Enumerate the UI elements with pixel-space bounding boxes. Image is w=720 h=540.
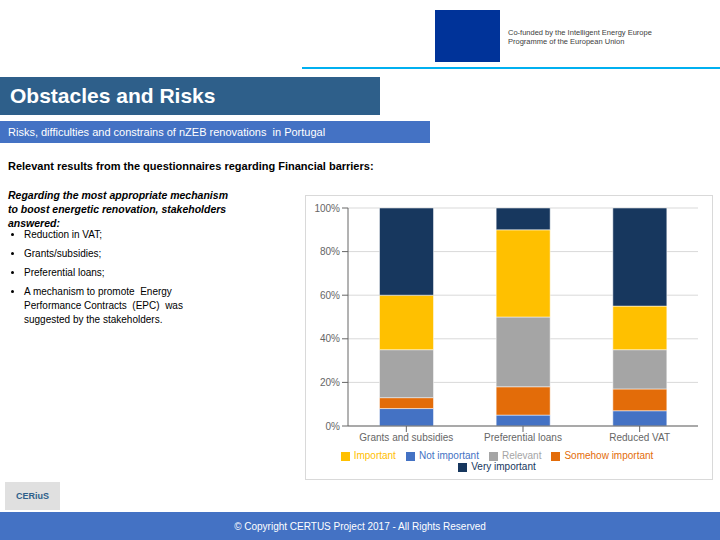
svg-text:0%: 0% xyxy=(326,421,341,432)
html-text:Not important: Not important xyxy=(418,450,479,461)
html-text:Relevant: Relevant xyxy=(501,450,542,461)
html-text:Reduction in VAT;: Reduction in VAT; xyxy=(24,229,102,240)
svg-text:Grants and subsidies: Grants and subsidies xyxy=(359,432,453,443)
html-text:Important: Important xyxy=(353,450,396,461)
html-text:Relevant results from the ques: Relevant results from the questionnaires… xyxy=(8,160,374,172)
html-text:Somehow important: Somehow important xyxy=(564,450,654,461)
html-text:Grants/subsidies;: Grants/subsidies; xyxy=(24,248,102,259)
html-text:Risks, difficulties and constr: Risks, difficulties and constrains of nZ… xyxy=(8,126,326,138)
svg-text:Reduced VAT: Reduced VAT xyxy=(609,432,670,443)
html-text:Preferential loans;: Preferential loans; xyxy=(24,267,105,278)
svg-text:Preferential loans: Preferential loans xyxy=(484,432,562,443)
svg-text:20%: 20% xyxy=(320,377,340,388)
svg-text:40%: 40% xyxy=(320,333,340,344)
html-text:Very important: Very important xyxy=(471,461,536,472)
html-text:Co-funded by the Intelligent E: Co-funded by the Intelligent Energy Euro… xyxy=(508,28,652,46)
html-text:A mechanism to promote Energy: A mechanism to promote Energy Performanc… xyxy=(24,286,183,325)
svg-text:100%: 100% xyxy=(314,203,340,214)
html-text:Regarding the most appropriate: Regarding the most appropriate mechanism… xyxy=(8,189,228,230)
html-text:Obstacles and Risks: Obstacles and Risks xyxy=(10,84,216,107)
html-text:CERiuS: CERiuS xyxy=(16,491,49,501)
html-text:© Copyright CERTUS Project 201: © Copyright CERTUS Project 2017 - All Ri… xyxy=(234,520,486,532)
svg-text:80%: 80% xyxy=(320,246,340,257)
svg-text:60%: 60% xyxy=(320,290,340,301)
